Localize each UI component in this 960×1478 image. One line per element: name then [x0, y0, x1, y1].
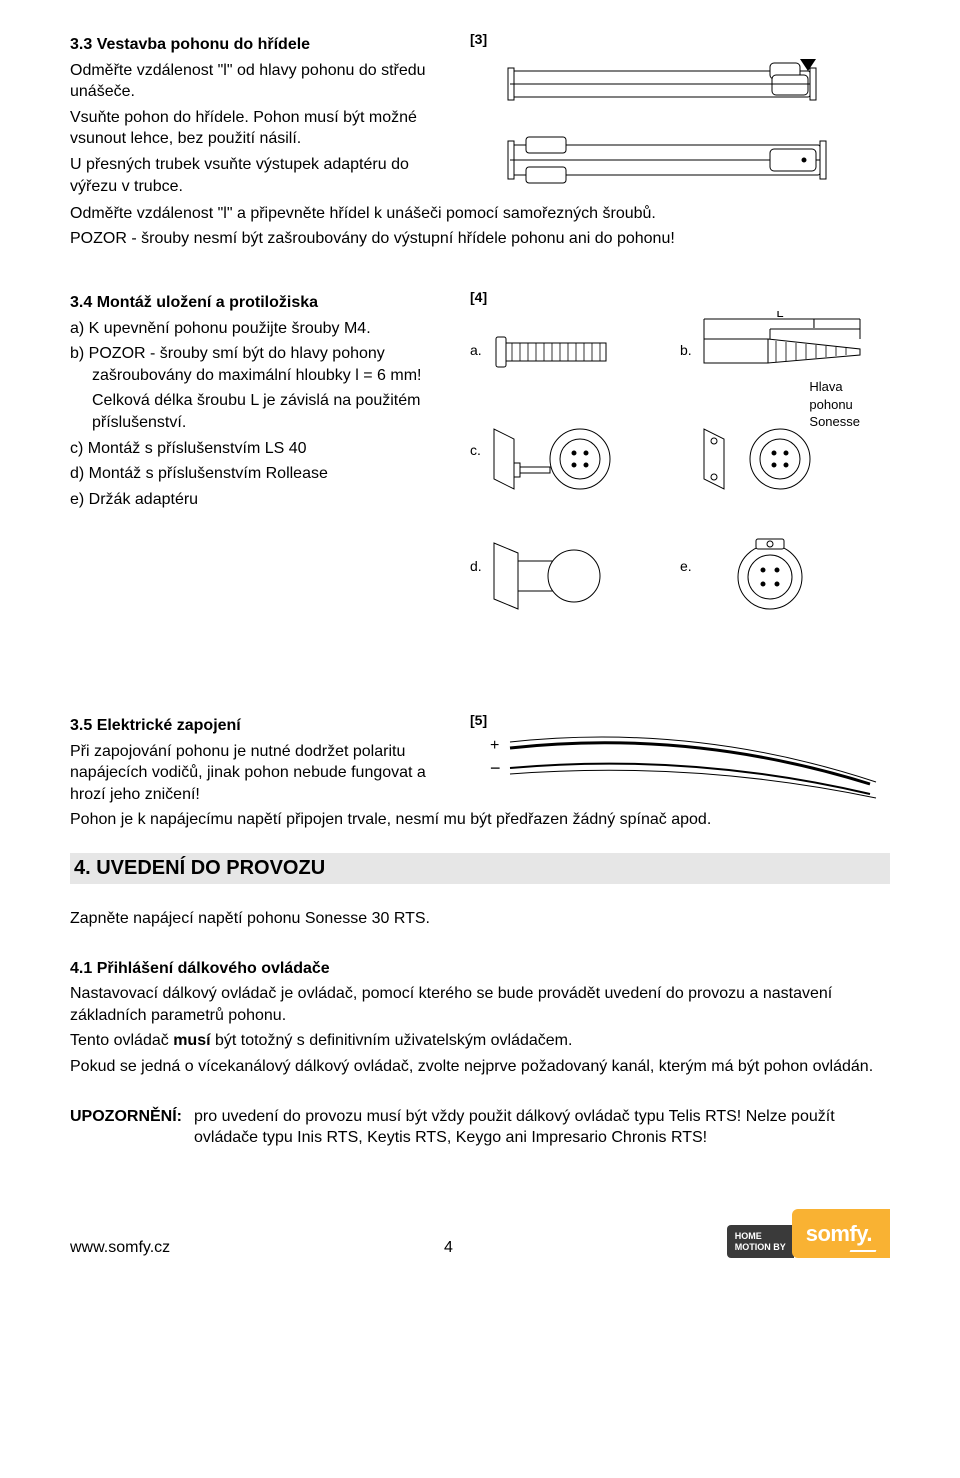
notice-row: UPOZORNĚNÍ: pro uvedení do provozu musí …: [70, 1106, 890, 1149]
figure-3-svg: [470, 53, 890, 203]
section-3-3-text: 3.3 Vestavba pohonu do hřídele Odměřte v…: [70, 30, 450, 203]
s33-p1: Odměřte vzdálenost "l" od hlavy pohonu d…: [70, 60, 450, 103]
heading-3-3: 3.3 Vestavba pohonu do hřídele: [70, 34, 450, 56]
hm-line1: HOME: [735, 1231, 762, 1241]
svg-text:l: l: [813, 317, 816, 331]
s33-p5: POZOR - šrouby nesmí být zašroubovány do…: [70, 228, 890, 250]
s4-p1: Zapněte napájecí napětí pohonu Sonesse 3…: [70, 908, 890, 930]
figure-5-svg: + −: [470, 734, 890, 804]
s41-p2: Tento ovládač musí být totožný s definit…: [70, 1030, 890, 1052]
fig4-cap3: Sonesse: [809, 414, 860, 429]
s41-p3: Pokud se jedná o vícekanálový dálkový ov…: [70, 1056, 890, 1078]
fig4-cap2: pohonu: [809, 397, 852, 412]
s34-d: d) Montáž s příslušenstvím Rollease: [70, 463, 450, 485]
heading-4-bar: 4. UVEDENÍ DO PROVOZU: [70, 853, 890, 884]
s41-p1: Nastavovací dálkový ovládač je ovládač, …: [70, 983, 890, 1026]
somfy-logo: somfy.: [792, 1209, 890, 1259]
svg-text:e.: e.: [680, 558, 692, 574]
s34-a: a) K upevnění pohonu použijte šrouby M4.: [70, 318, 450, 340]
s35-p1: Při zapojování pohonu je nutné dodržet p…: [70, 741, 450, 806]
heading-4-1: 4.1 Přihlášení dálkového ovládače: [70, 958, 890, 980]
figure-3-label: [3]: [470, 30, 890, 49]
s41-p2-bold: musí: [173, 1032, 210, 1049]
svg-text:−: −: [490, 758, 501, 778]
s34-e: e) Držák adaptéru: [70, 489, 450, 511]
figure-4: [4] a. b. L: [470, 288, 890, 631]
svg-text:a.: a.: [470, 342, 482, 358]
s33-p4: Odměřte vzdálenost "l" a připevněte hříd…: [70, 203, 890, 225]
page-footer: www.somfy.cz 4 HOME MOTION BY somfy.: [70, 1209, 890, 1259]
figure-5: [5] + −: [470, 711, 890, 809]
section-3-4-row: 3.4 Montáž uložení a protiložiska a) K u…: [70, 288, 890, 631]
section-3-4-text: 3.4 Montáž uložení a protiložiska a) K u…: [70, 288, 450, 631]
svg-text:L: L: [776, 311, 783, 320]
footer-url: www.somfy.cz: [70, 1237, 170, 1259]
figure-4-label: [4]: [470, 288, 890, 307]
home-motion-badge: HOME MOTION BY: [727, 1225, 794, 1259]
svg-text:c.: c.: [470, 442, 481, 458]
s33-p2: Vsuňte pohon do hřídele. Pohon musí být …: [70, 107, 450, 150]
figure-5-label: [5]: [470, 711, 890, 730]
notice-text: pro uvedení do provozu musí být vždy pou…: [194, 1106, 890, 1149]
s35-p2: Pohon je k napájecímu napětí připojen tr…: [70, 809, 890, 831]
notice-label: UPOZORNĚNÍ:: [70, 1106, 182, 1149]
figure-3: [3]: [470, 30, 890, 203]
s41-p2-post: být totožný s definitivním uživatelským …: [211, 1032, 573, 1049]
heading-3-4: 3.4 Montáž uložení a protiložiska: [70, 292, 450, 314]
footer-logos: HOME MOTION BY somfy.: [727, 1209, 890, 1259]
figure-4-svg: a. b. L l: [470, 311, 890, 631]
section-3-5-row: 3.5 Elektrické zapojení Při zapojování p…: [70, 711, 890, 809]
fig4-cap1: Hlava: [809, 379, 842, 394]
svg-text:+: +: [490, 737, 499, 754]
hm-line2: MOTION BY: [735, 1242, 786, 1252]
s34-b: b) POZOR - šrouby smí být do hlavy pohon…: [70, 343, 450, 386]
svg-text:d.: d.: [470, 558, 482, 574]
s34-c: c) Montáž s příslušenstvím LS 40: [70, 438, 450, 460]
figure-4-caption: Hlava pohonu Sonesse: [809, 378, 860, 431]
s34-b2: Celková délka šroubu L je závislá na pou…: [70, 390, 450, 433]
svg-text:b.: b.: [680, 342, 692, 358]
section-3-5-text: 3.5 Elektrické zapojení Při zapojování p…: [70, 711, 450, 809]
heading-3-5: 3.5 Elektrické zapojení: [70, 715, 450, 737]
footer-page: 4: [444, 1237, 453, 1259]
s33-p3: U přesných trubek vsuňte výstupek adapté…: [70, 154, 450, 197]
section-3-3-row: 3.3 Vestavba pohonu do hřídele Odměřte v…: [70, 30, 890, 203]
s41-p2-pre: Tento ovládač: [70, 1032, 173, 1049]
